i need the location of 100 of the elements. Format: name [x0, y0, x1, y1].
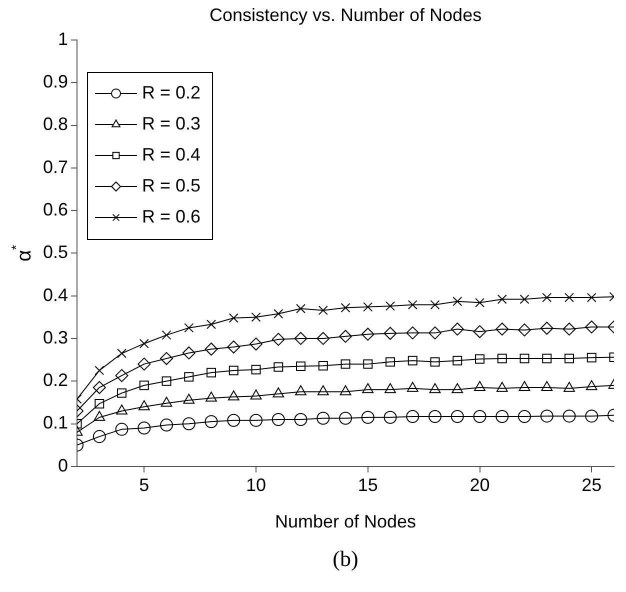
point: [520, 294, 530, 304]
point: [362, 383, 374, 394]
point: [540, 322, 554, 335]
y-tick-label: 1: [58, 28, 68, 49]
point: [564, 292, 574, 302]
point: [117, 388, 127, 398]
point: [586, 380, 598, 390]
point: [386, 301, 395, 311]
point: [160, 418, 174, 432]
x-tick-label: 15: [358, 475, 378, 496]
point: [384, 326, 397, 340]
point: [450, 410, 464, 424]
x-tick-label: 25: [582, 475, 602, 496]
point: [363, 359, 373, 369]
point: [562, 410, 576, 423]
point: [430, 300, 440, 310]
legend-label: R = 0.3: [142, 113, 201, 134]
point: [94, 410, 106, 421]
point: [586, 292, 596, 302]
point: [250, 414, 263, 427]
point: [160, 396, 172, 407]
y-tick-label: 0.9: [42, 72, 68, 92]
point: [272, 412, 285, 426]
point: [384, 410, 397, 424]
point: [317, 385, 329, 396]
point: [475, 354, 484, 364]
legend-label: R = 0.2: [142, 82, 201, 102]
point: [272, 332, 285, 346]
point: [139, 338, 149, 348]
point: [473, 410, 486, 424]
x-tick-label: 5: [139, 475, 150, 496]
point: [452, 296, 462, 306]
y-tick-label: 0: [58, 455, 68, 476]
point: [115, 369, 128, 382]
point: [406, 326, 420, 340]
x-axis-title: Number of Nodes: [274, 511, 416, 532]
point: [183, 394, 195, 404]
point: [496, 410, 509, 424]
point: [294, 412, 308, 426]
point: [386, 357, 395, 367]
point: [408, 356, 418, 366]
chart-title: Consistency vs. Number of Nodes: [209, 4, 482, 25]
y-axis-title: α*: [8, 244, 36, 262]
point: [138, 422, 151, 435]
point: [473, 325, 486, 338]
point: [228, 366, 238, 376]
point: [296, 361, 306, 371]
y-tick-label: 0.3: [42, 327, 68, 348]
point: [116, 404, 128, 414]
point: [251, 364, 261, 374]
y-tick-label: 0.7: [42, 156, 68, 177]
point: [184, 323, 194, 333]
point: [160, 352, 174, 366]
point: [542, 292, 552, 302]
x-tick-label: 10: [246, 475, 266, 496]
point: [585, 410, 598, 423]
point: [361, 410, 374, 424]
point: [206, 392, 217, 402]
point: [428, 410, 442, 424]
y-tick-label: 0.1: [42, 412, 68, 433]
point: [184, 372, 194, 382]
point: [340, 303, 350, 313]
point: [339, 412, 352, 425]
point: [518, 410, 532, 424]
point: [294, 332, 308, 345]
point: [92, 381, 106, 394]
point: [429, 383, 441, 394]
point: [138, 400, 150, 410]
point: [363, 302, 373, 312]
point: [228, 313, 238, 323]
point: [452, 383, 464, 394]
point: [318, 306, 328, 316]
point: [182, 417, 196, 430]
point: [474, 381, 486, 392]
point: [162, 376, 172, 386]
point: [316, 332, 330, 345]
x-tick-label: 20: [470, 475, 490, 496]
point: [586, 352, 596, 362]
y-tick-label: 0.4: [42, 284, 68, 305]
legend-label: R = 0.5: [142, 175, 201, 196]
point: [182, 346, 196, 360]
point: [117, 348, 127, 358]
point: [227, 414, 240, 427]
point: [92, 430, 106, 444]
point: [204, 342, 218, 356]
point: [228, 390, 240, 400]
point: [384, 383, 396, 394]
point: [585, 320, 598, 334]
point: [520, 354, 530, 364]
point: [162, 330, 172, 340]
point: [428, 326, 442, 340]
point: [94, 398, 104, 408]
point: [408, 300, 418, 310]
point: [450, 322, 464, 336]
point: [206, 368, 216, 378]
point: [406, 410, 420, 424]
point: [139, 380, 149, 390]
point: [138, 358, 151, 371]
y-tick-label: 0.2: [42, 370, 68, 390]
y-tick-label: 0.8: [42, 114, 68, 134]
